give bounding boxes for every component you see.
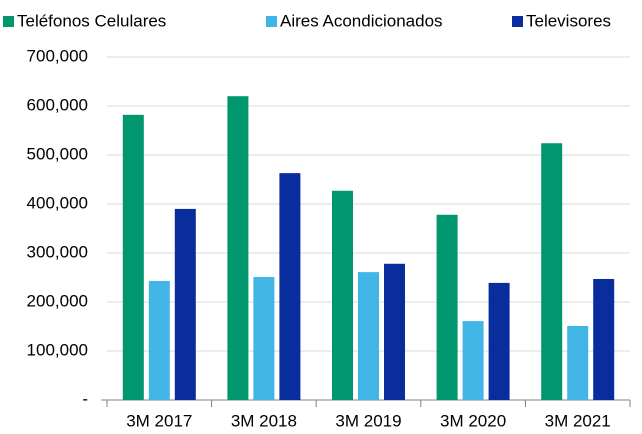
y-tick-label: 100,000	[27, 340, 88, 359]
legend-label: Televisores	[526, 11, 611, 30]
bar	[148, 280, 170, 400]
legend-swatch	[3, 16, 14, 27]
legend-swatch	[512, 16, 523, 27]
legend-label: Teléfonos Celulares	[17, 11, 166, 30]
y-tick-label: 300,000	[27, 242, 88, 261]
bar	[462, 321, 484, 400]
bar	[279, 173, 301, 400]
bar	[567, 326, 589, 400]
bar	[174, 208, 196, 400]
y-tick-label: 400,000	[27, 193, 88, 212]
bar	[227, 96, 249, 400]
legend-swatch	[266, 16, 277, 27]
x-tick-label: 3M 2021	[545, 411, 611, 430]
bar	[436, 214, 458, 400]
y-tick-label: 700,000	[27, 46, 88, 65]
x-tick-label: 3M 2020	[440, 411, 506, 430]
bar	[253, 277, 275, 400]
y-tick-label: -	[82, 389, 88, 408]
x-tick-label: 3M 2017	[126, 411, 192, 430]
legend-label: Aires Acondicionados	[280, 11, 443, 30]
bar	[541, 143, 563, 401]
bar	[593, 278, 615, 400]
y-tick-label: 600,000	[27, 95, 88, 114]
bar	[358, 272, 379, 400]
bar	[122, 114, 144, 400]
x-tick-label: 3M 2018	[231, 411, 297, 430]
x-tick-label: 3M 2019	[335, 411, 401, 430]
y-tick-label: 200,000	[27, 291, 88, 310]
y-tick-label: 500,000	[27, 144, 88, 163]
bar	[384, 263, 405, 400]
bar	[332, 190, 353, 400]
bar	[488, 282, 510, 400]
